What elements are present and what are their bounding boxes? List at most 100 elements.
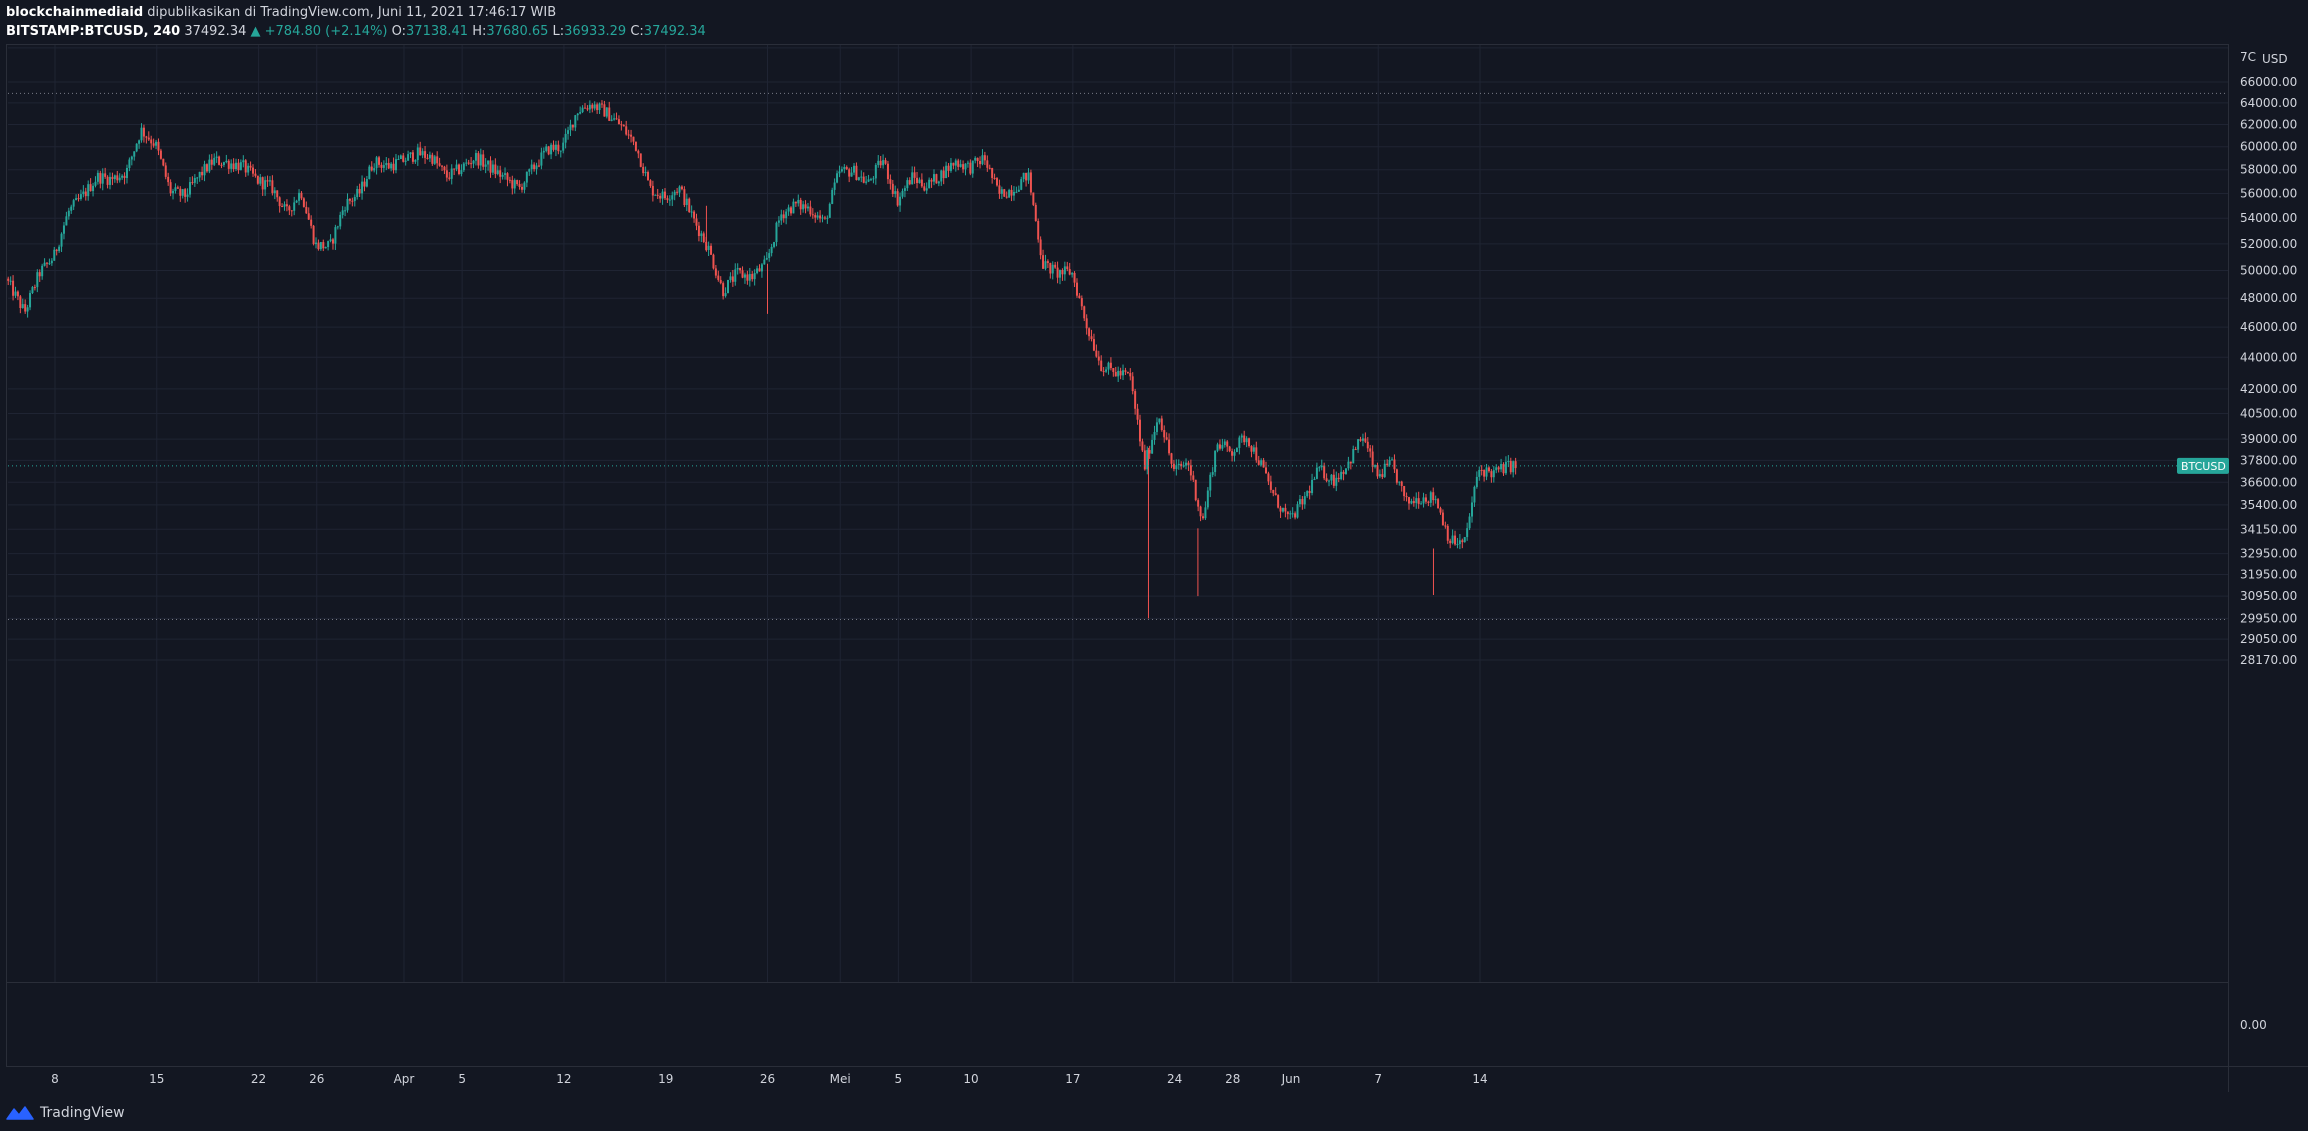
candle-body	[714, 268, 717, 276]
candle-body	[1231, 451, 1234, 456]
candle-body	[758, 268, 761, 272]
candle-body	[295, 200, 298, 203]
candle-body	[1245, 438, 1248, 443]
candle-body	[688, 198, 691, 213]
candle-body	[106, 176, 109, 185]
tradingview-logo-icon[interactable]	[6, 1104, 34, 1122]
candle-body	[1335, 477, 1338, 486]
candle-body	[387, 163, 390, 169]
candle-body	[1129, 373, 1132, 377]
symbol-label[interactable]: BITSTAMP:BTCUSD, 240	[6, 24, 181, 39]
candle-body	[1308, 490, 1311, 494]
candle-body	[1201, 516, 1204, 519]
candle-body	[1175, 465, 1178, 469]
candle-body	[462, 163, 465, 171]
candle-body	[1117, 370, 1120, 377]
candle-body	[365, 179, 368, 187]
candle-body	[862, 176, 865, 183]
candle-body	[111, 176, 114, 180]
candle-body	[559, 150, 562, 152]
candle-body	[550, 144, 553, 155]
candle-body	[920, 179, 923, 187]
candle-body	[617, 119, 620, 125]
candle-body	[213, 157, 216, 165]
candle-body	[1080, 298, 1083, 307]
candle-body	[334, 227, 337, 244]
candle-body	[886, 163, 889, 180]
candle-body	[84, 191, 87, 197]
candle-body	[474, 153, 477, 161]
candle-body	[60, 233, 63, 247]
candle-body	[908, 180, 911, 185]
candle-body	[251, 167, 254, 174]
candle-body	[416, 147, 419, 161]
tradingview-brand[interactable]: TradingView	[40, 1105, 125, 1121]
candle-body	[1303, 496, 1306, 505]
candle-body	[373, 168, 376, 171]
candle-body	[760, 264, 763, 272]
candle-body	[1369, 448, 1372, 452]
candle-body	[1122, 370, 1125, 376]
candle-body	[734, 269, 737, 282]
candle-body	[123, 175, 126, 178]
author-name[interactable]: blockchainmediaid	[6, 5, 144, 20]
candle-body	[1391, 459, 1394, 461]
candle-body	[848, 169, 851, 177]
candle-body	[1008, 189, 1011, 198]
candle-body	[780, 214, 783, 221]
candle-body	[828, 203, 831, 218]
candle-body	[477, 153, 480, 166]
candle-body	[1446, 525, 1449, 541]
candle-body	[36, 272, 39, 288]
candle-body	[271, 180, 274, 194]
candle-body	[746, 274, 749, 281]
candle-body	[1143, 450, 1146, 470]
candle-body	[557, 144, 560, 152]
candle-body	[1400, 481, 1403, 487]
candle-body	[302, 198, 305, 207]
price-axis: 7C 66000.00 64000.00 62000.00 60000.00 58000.…	[2240, 50, 2297, 667]
candle-body	[673, 191, 676, 196]
candle-body	[1199, 506, 1202, 517]
candle-body	[891, 183, 894, 195]
candle-body	[1092, 339, 1095, 351]
candle-body	[971, 160, 974, 174]
candle-body	[1044, 261, 1047, 269]
candle-body	[1298, 499, 1301, 505]
candle-body	[24, 304, 27, 312]
candle-body	[479, 154, 482, 166]
candle-body	[1371, 451, 1374, 467]
candle-body	[329, 239, 332, 242]
candle-body	[850, 172, 853, 177]
candle-body	[1281, 507, 1284, 512]
x-tick-label: 26	[309, 1072, 324, 1086]
candle-body	[1395, 469, 1398, 483]
candle-body	[731, 276, 734, 282]
candle-body	[879, 160, 882, 166]
candle-body	[1100, 360, 1103, 372]
candle-body	[1274, 493, 1277, 496]
candle-body	[983, 155, 986, 161]
candle-body	[1434, 499, 1437, 501]
candle-body	[1512, 461, 1515, 473]
candle-body	[836, 173, 839, 183]
candle-body	[1083, 306, 1086, 319]
candle-body	[1126, 371, 1129, 374]
candle-body	[1337, 477, 1340, 480]
candle-body	[1480, 469, 1483, 471]
candle-body	[930, 179, 933, 182]
candle-body	[99, 172, 102, 184]
currency-label[interactable]: USD	[2262, 52, 2288, 66]
candle-body	[186, 194, 189, 197]
candle-body	[1354, 449, 1357, 451]
candle-body	[1151, 439, 1154, 454]
candle-body	[1340, 471, 1343, 480]
y-tick-label: 29050.00	[2240, 632, 2297, 646]
candle-body	[1049, 262, 1052, 274]
candle-body	[41, 265, 44, 277]
candle-body	[230, 163, 233, 169]
candle-body	[487, 160, 490, 165]
candle-body	[838, 171, 841, 174]
candle-body	[797, 199, 800, 204]
